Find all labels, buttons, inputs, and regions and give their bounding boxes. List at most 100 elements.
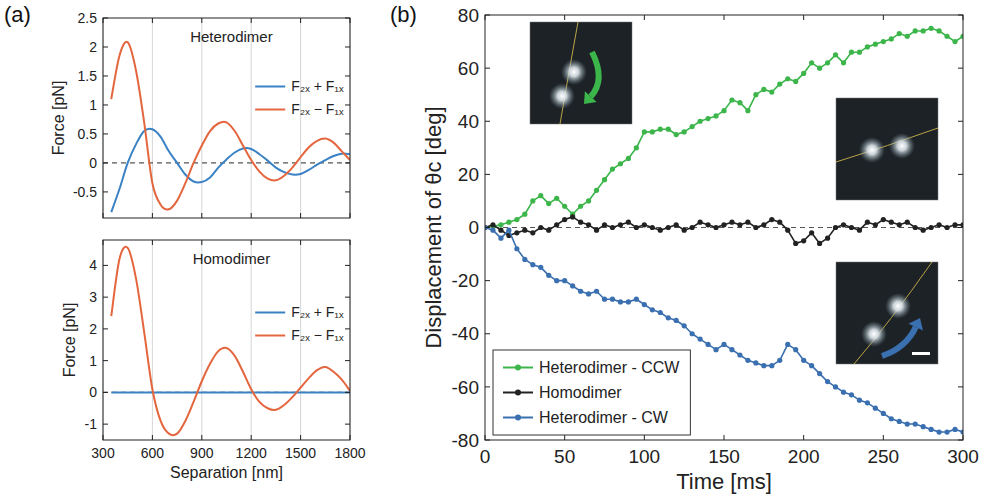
y-tick: [103, 297, 108, 298]
series-marker: [913, 421, 918, 426]
series-line: [111, 247, 350, 436]
series-marker: [873, 42, 878, 47]
series-marker: [833, 52, 838, 57]
series-marker: [594, 289, 599, 294]
y-tick: [958, 68, 963, 69]
inset-track: [854, 262, 932, 364]
series-marker: [713, 347, 718, 352]
x-tick: [152, 240, 153, 245]
series-marker: [825, 60, 830, 65]
series-marker: [921, 424, 926, 429]
x-tick: [201, 435, 202, 440]
chart-title: Homodimer: [193, 250, 271, 267]
y-tick-label: 0: [468, 217, 479, 238]
series-marker: [705, 342, 710, 347]
inset-particle: [859, 137, 885, 163]
series-marker: [498, 236, 503, 241]
y-tick: [103, 162, 108, 163]
x-tick-label: 0: [480, 446, 491, 467]
series-marker: [737, 352, 742, 357]
series-marker: [578, 204, 583, 209]
series-marker: [666, 225, 671, 230]
y-tick: [485, 440, 490, 441]
legend-label: Homodimer: [539, 384, 622, 401]
series-marker: [562, 217, 567, 222]
plot-frame: [103, 18, 350, 218]
series-marker: [809, 363, 814, 368]
y-tick: [103, 46, 108, 47]
series-marker: [889, 416, 894, 421]
inset-particle: [889, 133, 915, 159]
series-marker: [650, 225, 655, 230]
series-marker: [713, 225, 718, 230]
series-marker: [538, 193, 543, 198]
series-line: [111, 391, 350, 393]
x-tick: [963, 15, 964, 20]
x-tick: [883, 15, 884, 20]
inset-particle: [861, 321, 887, 347]
inset-particle: [885, 293, 911, 319]
series-marker: [801, 358, 806, 363]
series-marker: [745, 108, 750, 113]
series-marker: [897, 222, 902, 227]
y-tick: [958, 386, 963, 387]
series-marker: [753, 92, 758, 97]
legend-swatch-marker: [515, 415, 521, 421]
series-marker: [929, 26, 934, 31]
x-tick: [103, 435, 104, 440]
x-tick: [350, 240, 351, 245]
x-tick-label: 50: [554, 446, 575, 467]
legend-label: F₂ₓ + F₁ₓ: [291, 304, 344, 320]
series-marker: [554, 196, 559, 201]
series-marker: [705, 222, 710, 227]
series-marker: [626, 156, 631, 161]
series-marker: [674, 222, 679, 227]
x-tick: [251, 213, 252, 218]
series-marker: [690, 331, 695, 336]
series-marker: [913, 225, 918, 230]
x-tick: [883, 435, 884, 440]
x-tick: [201, 213, 202, 218]
series-marker: [881, 39, 886, 44]
series-marker: [530, 198, 535, 203]
series-marker: [937, 429, 942, 434]
y-tick-label: 2: [89, 39, 97, 55]
x-tick: [724, 15, 725, 20]
series-marker: [833, 384, 838, 389]
y-tick: [103, 360, 108, 361]
series-marker: [498, 222, 503, 227]
series-marker: [522, 228, 527, 233]
series-marker: [642, 129, 647, 134]
series-marker: [546, 273, 551, 278]
y-tick: [958, 440, 963, 441]
x-tick: [152, 435, 153, 440]
series-marker: [929, 225, 934, 230]
y-tick: [345, 162, 350, 163]
series-marker: [506, 228, 511, 233]
y-tick: [345, 75, 350, 76]
y-tick: [345, 104, 350, 105]
series-marker: [618, 222, 623, 227]
x-tick-label: 900: [190, 445, 214, 461]
x-tick-label: 1800: [334, 445, 365, 461]
series-marker: [761, 363, 766, 368]
series-line: [485, 217, 963, 244]
x-tick: [564, 15, 565, 20]
inset-arrow: [591, 52, 599, 97]
inset-arrowhead: [909, 318, 923, 330]
y-tick: [485, 227, 490, 228]
y-tick-label: -1: [85, 416, 98, 432]
series-marker: [658, 127, 663, 132]
zero-line: [103, 392, 350, 393]
legend-label: F₂ₓ + F₁ₓ: [291, 78, 344, 94]
series-marker: [554, 222, 559, 227]
legend-swatch-marker: [515, 390, 521, 396]
chart-title: Heterodimer: [190, 28, 273, 45]
y-axis-title: Force [pN]: [50, 81, 67, 156]
x-tick: [644, 15, 645, 20]
grid-line: [300, 18, 301, 218]
series-marker: [562, 278, 567, 283]
series-marker: [753, 360, 758, 365]
series-marker: [825, 379, 830, 384]
series-marker: [841, 60, 846, 65]
